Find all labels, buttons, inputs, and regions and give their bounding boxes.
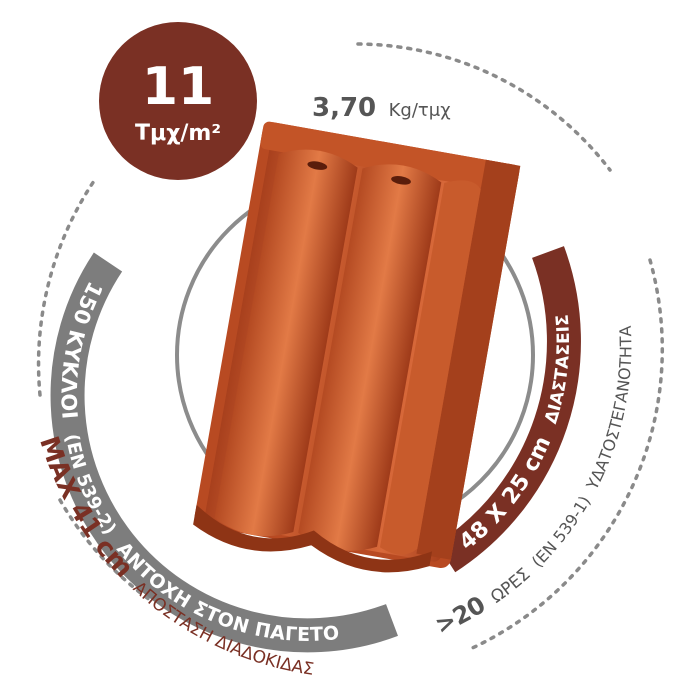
weight-unit: Kg/τμχ (389, 100, 451, 121)
waterproof-tail: ΥΔΑΤΟΣΤΕΓΑΝΟΤΗΤΑ (582, 325, 635, 493)
badge-count: 11 (142, 57, 214, 117)
weight-label: 3,70 Kg/τμχ (312, 93, 451, 123)
waterproof-standard: (EN 539-1) (528, 493, 594, 572)
weight-value: 3,70 (312, 93, 376, 123)
badge-unit: Τμχ/m² (135, 121, 221, 146)
waterproof-label: ΩΡΕΣ (487, 564, 534, 607)
waterproof-value: >20 (431, 590, 491, 639)
roof-tile-image (191, 121, 521, 585)
